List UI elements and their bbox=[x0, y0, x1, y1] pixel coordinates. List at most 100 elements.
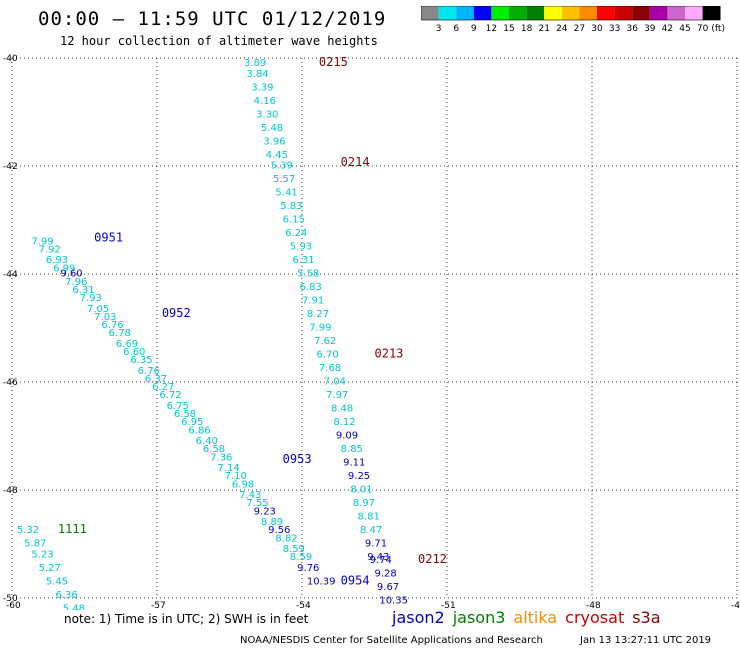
map-title: 00:00 – 11:59 UTC 01/12/2019 bbox=[38, 8, 387, 30]
swh-value: 6.27 bbox=[152, 382, 174, 393]
lat-tick-label: -46 bbox=[3, 378, 18, 388]
pass-time-label: 0954 bbox=[341, 574, 370, 588]
colorbar-label: 9 bbox=[471, 24, 477, 34]
colorbar-label: 42 bbox=[662, 24, 673, 34]
swh-value: 6.58 bbox=[174, 409, 196, 420]
colorbar-swatch bbox=[544, 6, 562, 20]
swh-value: 8.85 bbox=[341, 444, 363, 455]
swh-value: 7.03 bbox=[94, 312, 116, 323]
swh-value: 6.15 bbox=[283, 215, 305, 226]
swh-value: 6.24 bbox=[285, 228, 307, 239]
swh-value: 5.45 bbox=[46, 577, 68, 588]
swh-value: 9.56 bbox=[268, 525, 290, 536]
swh-value: 6.98 bbox=[232, 479, 254, 490]
colorbar-swatch bbox=[438, 6, 457, 20]
swh-value: 5.48 bbox=[261, 123, 283, 134]
lat-tick-label: -50 bbox=[3, 594, 18, 604]
wave-height-map: -40 -42 -44 -46 -48 -50-60 -57 -54 -51 -48 -45 3.89… bbox=[3, 54, 740, 611]
swh-value: 7.36 bbox=[210, 452, 232, 463]
swh-value: 6.76 bbox=[101, 320, 123, 331]
colorbar-label: 21 bbox=[538, 24, 549, 34]
swh-value: 3.89 bbox=[244, 58, 266, 69]
colorbar-label: 27 bbox=[574, 24, 585, 34]
swh-value: 7.99 bbox=[309, 323, 331, 334]
colorbar-swatch bbox=[632, 6, 650, 20]
swh-value: 8.59 bbox=[283, 544, 305, 555]
swh-value: 5.93 bbox=[290, 242, 312, 253]
swh-value: 6.76 bbox=[138, 366, 160, 377]
lon-tick-label: -48 bbox=[586, 601, 601, 610]
pass-time-label: 0212 bbox=[418, 552, 447, 566]
swh-value: 8.82 bbox=[275, 533, 297, 544]
colorbar-swatch bbox=[649, 6, 668, 20]
colorbar-label: 39 bbox=[644, 24, 656, 34]
swh-value: 10.39 bbox=[307, 577, 336, 588]
colorbar-label: 18 bbox=[521, 24, 533, 34]
footer-note: note: 1) Time is in UTC; 2) SWH is in fe… bbox=[64, 612, 309, 626]
lat-tick-label: -42 bbox=[3, 162, 18, 172]
lat-tick-label: -44 bbox=[3, 270, 18, 280]
swh-value: 7.62 bbox=[314, 336, 336, 347]
colorbar-swatch bbox=[491, 6, 509, 20]
swh-value: 6.31 bbox=[72, 285, 94, 296]
lon-tick-label: -60 bbox=[6, 601, 21, 610]
swh-value: 5.32 bbox=[17, 525, 39, 536]
pass-time-label: 0215 bbox=[319, 55, 348, 69]
swh-value: 6.60 bbox=[123, 347, 145, 358]
swh-value: 5.27 bbox=[39, 563, 61, 574]
swh-value: 4.16 bbox=[254, 96, 276, 107]
colorbar-swatch bbox=[421, 6, 439, 20]
swh-value: 7.96 bbox=[65, 277, 87, 288]
swh-value: 9.74 bbox=[370, 555, 392, 566]
swh-value: 7.68 bbox=[319, 363, 341, 374]
swh-value: 7.04 bbox=[324, 377, 346, 388]
pass-time-label: 0953 bbox=[283, 452, 312, 466]
swh-value: 7.55 bbox=[246, 498, 268, 509]
swh-value: 6.75 bbox=[167, 401, 189, 412]
lat-tick-label: -48 bbox=[3, 486, 18, 496]
swh-value: 5.48 bbox=[63, 604, 85, 611]
colorbar-label: 45 bbox=[679, 24, 690, 34]
swh-value: 3.84 bbox=[246, 69, 268, 80]
swh-value: 6.35 bbox=[130, 355, 152, 366]
pass-time-label: 0213 bbox=[375, 347, 404, 361]
swh-value: 6.72 bbox=[159, 390, 181, 401]
credit-text: NOAA/NESDIS Center for Satellite Applica… bbox=[240, 635, 543, 646]
colorbar-label: 36 bbox=[626, 24, 638, 34]
satellite-legend-item: cryosat bbox=[565, 608, 625, 627]
colorbar-label: 6 bbox=[453, 24, 459, 34]
colorbar-swatch bbox=[456, 6, 474, 20]
swh-value: 6.37 bbox=[145, 374, 167, 385]
swh-value: 3.30 bbox=[256, 109, 278, 120]
lat-tick-label: -40 bbox=[3, 54, 18, 64]
colorbar-swatch bbox=[526, 6, 545, 20]
swh-value: 9.43 bbox=[367, 552, 389, 563]
swh-value: 6.95 bbox=[181, 417, 203, 428]
colorbar-label: 24 bbox=[556, 24, 568, 34]
swh-value: 6.40 bbox=[196, 436, 218, 447]
satellite-legend-item: altika bbox=[513, 608, 558, 627]
swh-value: 7.99 bbox=[31, 236, 53, 247]
swh-value: 3.96 bbox=[263, 136, 285, 147]
swh-value: 9.09 bbox=[336, 431, 358, 442]
colorbar-swatch bbox=[579, 6, 597, 20]
pass-time-label: 0952 bbox=[162, 306, 191, 320]
swh-value: 8.97 bbox=[353, 498, 375, 509]
swh-value: 8.12 bbox=[333, 417, 355, 428]
colorbar-label: 3 bbox=[436, 24, 442, 34]
swh-value: 6.69 bbox=[116, 339, 138, 350]
swh-value: 8.47 bbox=[360, 525, 382, 536]
swh-value: 6.99 bbox=[53, 263, 75, 274]
swh-value: 3.39 bbox=[251, 82, 273, 93]
colorbar-label: 70 bbox=[697, 24, 709, 34]
swh-value: 5.57 bbox=[273, 174, 295, 185]
swh-value: 8.27 bbox=[307, 309, 329, 320]
swh-value: 7.93 bbox=[80, 293, 102, 304]
colorbar-swatch bbox=[685, 6, 703, 20]
swh-value: 5.83 bbox=[280, 201, 302, 212]
swh-value: 10.35 bbox=[379, 595, 408, 606]
colorbar-swatch bbox=[597, 6, 615, 20]
swh-value: 6.31 bbox=[292, 255, 314, 266]
swh-value: 6.83 bbox=[300, 282, 322, 293]
swh-value: 9.60 bbox=[60, 269, 82, 280]
